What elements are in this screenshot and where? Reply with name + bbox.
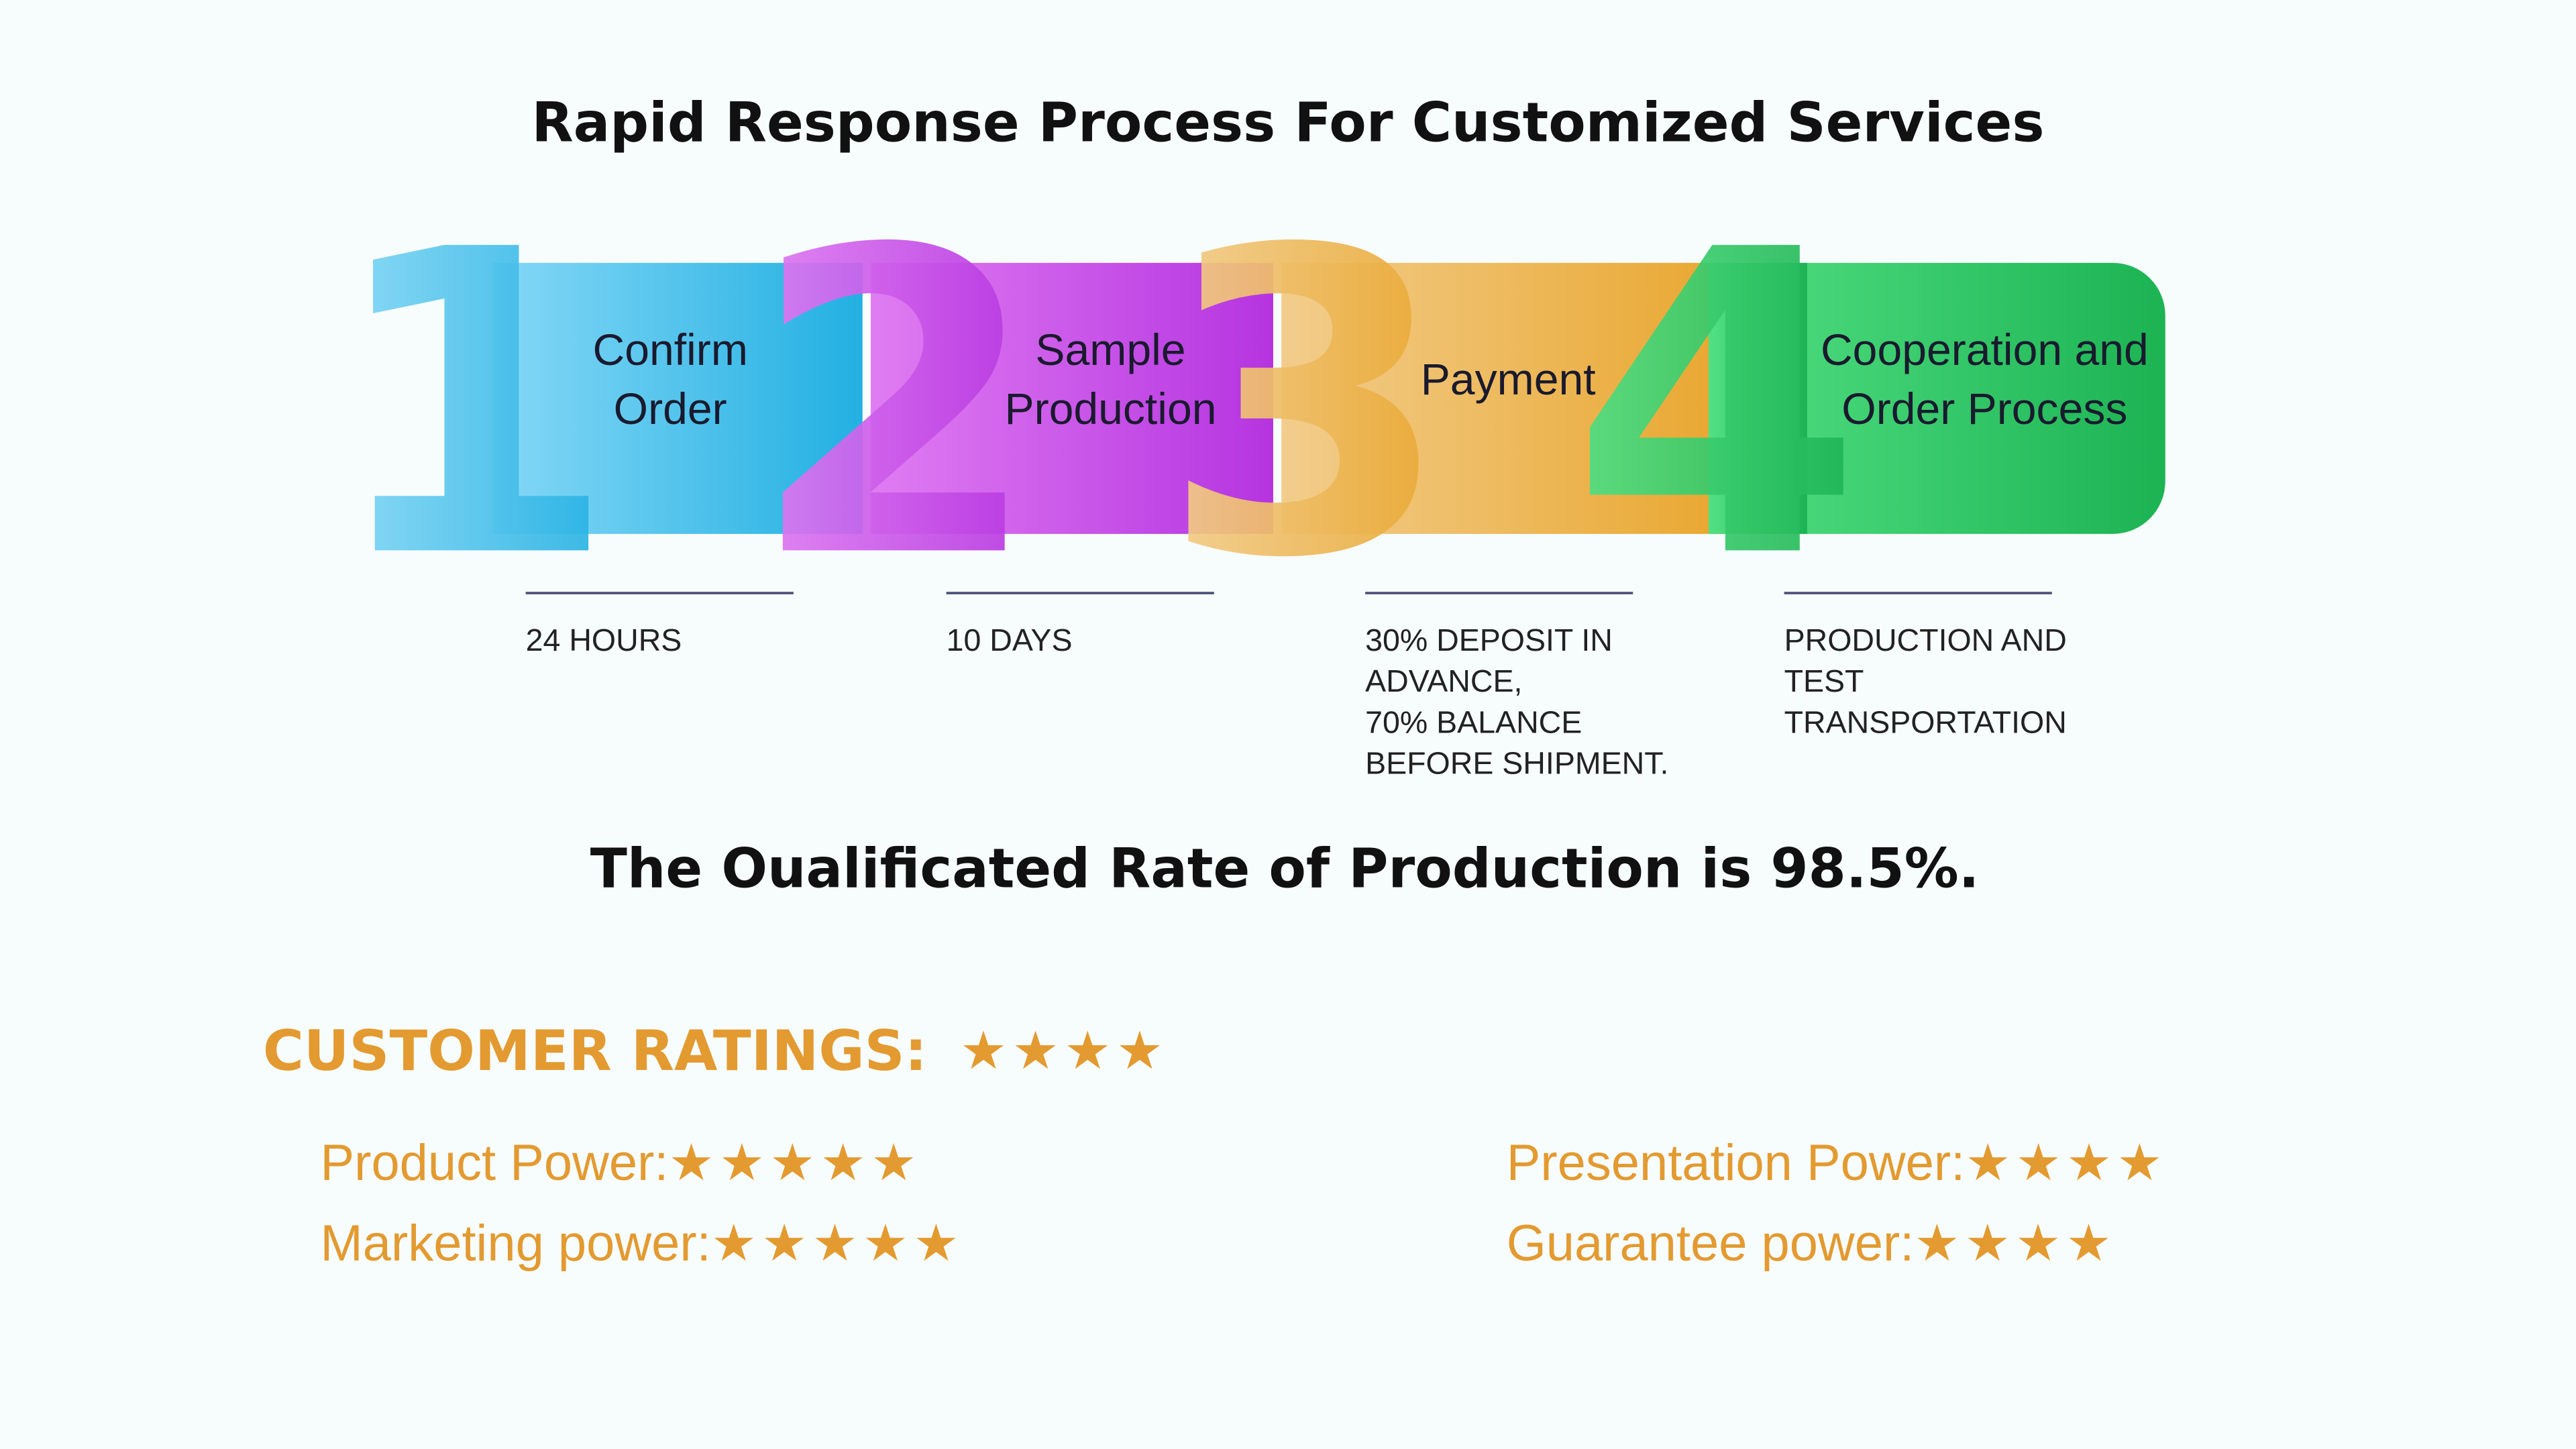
step-band xyxy=(1708,262,2165,534)
rating-label: Marketing power: xyxy=(321,1215,711,1272)
rating-item: Presentation Power:★★★★ xyxy=(1507,1134,2167,1191)
step-number: 1 xyxy=(326,162,618,649)
step-band xyxy=(492,262,863,534)
step-detail: 30% DEPOSIT IN xyxy=(1365,623,1613,657)
rating-item: Guarantee power:★★★★ xyxy=(1507,1215,2116,1272)
step-number: 3 xyxy=(1161,162,1452,649)
step-band xyxy=(1708,262,1807,534)
step-detail: ADVANCE, xyxy=(1365,663,1522,698)
rating-item: Marketing power:★★★★★ xyxy=(321,1215,964,1272)
step-label: Confirm xyxy=(592,325,747,375)
title: Rapid Response Process For Customized Se… xyxy=(532,92,2045,155)
step-label: Order Process xyxy=(1841,384,2127,434)
rating-item: Product Power:★★★★★ xyxy=(321,1134,922,1191)
step-label: Payment xyxy=(1421,355,1596,405)
step-band xyxy=(870,262,1273,534)
step-band xyxy=(1281,262,1725,534)
statement: The Oualificated Rate of Production is 9… xyxy=(590,837,1980,900)
step-label: Cooperation and xyxy=(1821,325,2149,375)
rating-label: Guarantee power: xyxy=(1507,1215,1915,1272)
step-label: Production xyxy=(1004,384,1216,434)
step-detail: 10 DAYS xyxy=(947,623,1073,657)
rating-stars: ★★★★ xyxy=(1965,1134,2167,1191)
step-detail: 24 HOURS xyxy=(526,623,682,657)
rating-stars: ★★★★★ xyxy=(711,1215,964,1272)
rating-label: Product Power: xyxy=(321,1134,669,1191)
step-label: Order xyxy=(614,384,727,434)
rating-stars: ★★★★ xyxy=(1914,1215,2116,1272)
step-detail: TEST xyxy=(1784,663,1864,698)
step-detail: 70% BALANCE xyxy=(1365,704,1582,739)
ratings-title: CUSTOMER RATINGS: ★★★★ xyxy=(263,1018,1168,1083)
ratings-title-text: CUSTOMER RATINGS: xyxy=(263,1018,927,1083)
step-detail: TRANSPORTATION xyxy=(1784,704,2067,739)
step-number: 2 xyxy=(749,162,1041,649)
rating-stars: ★★★★★ xyxy=(668,1134,921,1191)
rating-label: Presentation Power: xyxy=(1507,1134,1966,1191)
ratings-stars: ★★★★ xyxy=(960,1021,1168,1082)
step-number: 4 xyxy=(1571,162,1863,649)
step-detail: PRODUCTION AND xyxy=(1784,623,2067,657)
step-label: Sample xyxy=(1035,325,1185,375)
step-detail: BEFORE SHIPMENT. xyxy=(1365,746,1668,781)
ratings: CUSTOMER RATINGS: ★★★★Product Power:★★★★★… xyxy=(263,1018,2167,1272)
